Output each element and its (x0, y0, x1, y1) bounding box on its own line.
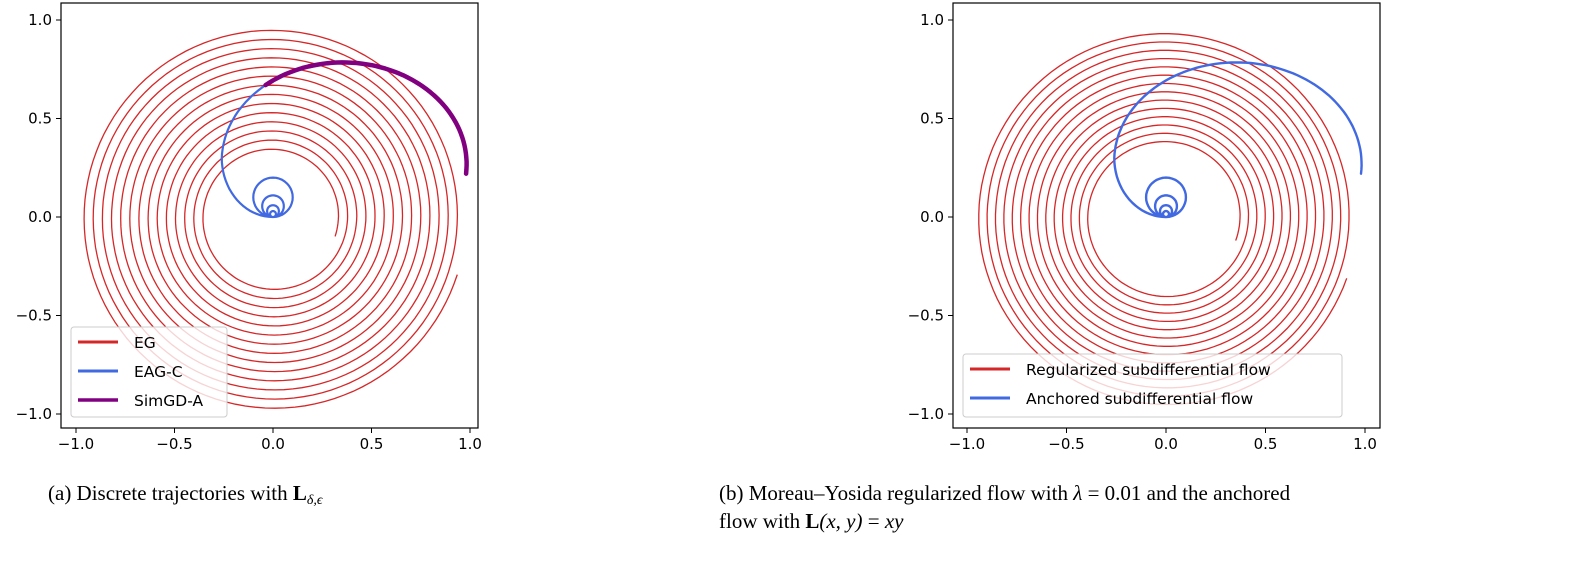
caption-b: (b) Moreau–Yosida regularized flow with … (719, 479, 1290, 535)
svg-text:0.5: 0.5 (1254, 435, 1278, 453)
svg-text:−1.0: −1.0 (58, 435, 94, 453)
caption-a-text: (a) Discrete trajectories with (48, 481, 293, 505)
legend-label-eag-c: EAG-C (134, 363, 183, 381)
caption-b-equals: = (862, 509, 885, 533)
caption-b-rhs: xy (884, 509, 904, 533)
caption-b-math: L (805, 509, 820, 533)
svg-text:−0.5: −0.5 (156, 435, 192, 453)
caption-b-text: (b) Moreau–Yosida regularized flow with (719, 481, 1074, 505)
caption-a-subscript: δ,ϵ (306, 493, 323, 508)
caption-b-lambda: λ (1073, 481, 1083, 505)
svg-text:1.0: 1.0 (28, 11, 52, 29)
legend-label-regularized: Regularized subdifferential flow (1026, 361, 1271, 379)
legend-label-eg: EG (134, 334, 156, 352)
svg-text:1.0: 1.0 (920, 11, 944, 29)
caption-a-math: L (292, 481, 307, 505)
svg-text:−0.5: −0.5 (1048, 435, 1084, 453)
svg-text:1.0: 1.0 (1353, 435, 1377, 453)
legend-label-anchored: Anchored subdifferential flow (1026, 390, 1253, 408)
svg-text:−0.5: −0.5 (16, 307, 52, 325)
svg-text:0.0: 0.0 (28, 208, 52, 226)
svg-text:−1.0: −1.0 (949, 435, 985, 453)
caption-b-args: (x, y) (819, 509, 863, 533)
svg-text:0.0: 0.0 (920, 208, 944, 226)
caption-b-line2: flow with (719, 509, 806, 533)
plot-a: −1.0 −0.5 0.0 0.5 1.0 1.0 0.5 0.0 −0.5 −1.0 EG EA… (16, 2, 482, 453)
plot-b: −1.0 −0.5 0.0 0.5 1.0 1.0 0.5 0.0 −0.5 −1.0 Regul… (908, 2, 1381, 453)
svg-text:0.0: 0.0 (261, 435, 285, 453)
plot-a-frame (60, 2, 479, 429)
svg-text:−1.0: −1.0 (908, 405, 944, 423)
svg-text:0.5: 0.5 (920, 110, 944, 128)
svg-text:1.0: 1.0 (458, 435, 482, 453)
caption-b-eq: = 0.01 and the anchored (1082, 481, 1291, 505)
svg-text:−1.0: −1.0 (16, 405, 52, 423)
plot-b-legend: Regularized subdifferential flow Anchore… (962, 353, 1343, 418)
svg-text:0.5: 0.5 (28, 110, 52, 128)
plot-a-legend: EG EAG-C SimGD-A (70, 326, 228, 418)
svg-text:0.0: 0.0 (1154, 435, 1178, 453)
plot-b-ticks: −1.0 −0.5 0.0 0.5 1.0 1.0 0.5 0.0 −0.5 −1.0 (908, 11, 1377, 453)
svg-text:−0.5: −0.5 (908, 307, 944, 325)
plot-b-series (978, 33, 1363, 406)
caption-a: (a) Discrete trajectories with Lδ,ϵ (48, 479, 323, 515)
svg-text:0.5: 0.5 (360, 435, 384, 453)
plot-a-ticks: −1.0 −0.5 0.0 0.5 1.0 1.0 0.5 0.0 −0.5 −1.0 (16, 11, 482, 453)
legend-label-simgd-a: SimGD-A (134, 392, 203, 410)
